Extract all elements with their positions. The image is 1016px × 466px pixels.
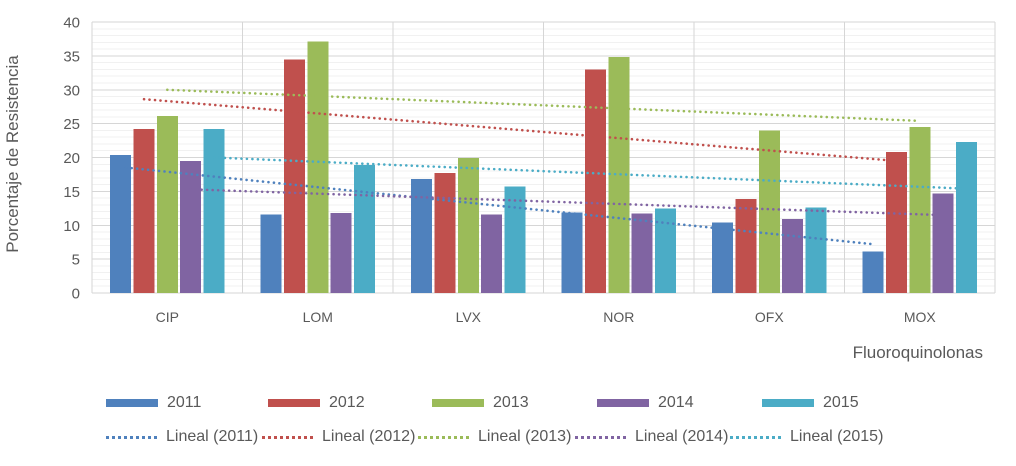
- bar-2013-OFX: [758, 130, 780, 293]
- legend-label: 2012: [329, 394, 365, 411]
- y-tick-label: 30: [63, 82, 80, 99]
- legend-item-Lineal2013: Lineal (2013): [418, 427, 571, 447]
- legend-label: Lineal (2014): [635, 428, 729, 445]
- trendline-Lineal2015: [212, 156, 968, 190]
- legend-swatch-2013: [432, 399, 484, 407]
- legend-label: 2015: [823, 394, 859, 411]
- legend-item-2014: 2014: [597, 393, 694, 413]
- legend-item-Lineal2012: Lineal (2012): [262, 427, 415, 447]
- bar-2011-LVX: [411, 179, 433, 293]
- legend-label: Lineal (2015): [790, 428, 884, 445]
- bar-2011-MOX: [862, 251, 884, 293]
- y-axis-tick-labels: 0 5 10 15 20 25 30 35 40: [63, 15, 80, 303]
- bar-2013-LOM: [307, 41, 329, 293]
- legend-item-Lineal2015: Lineal (2015): [730, 427, 883, 447]
- y-tick-label: 10: [63, 218, 80, 235]
- bar-2014-LVX: [481, 214, 502, 293]
- legend-swatch-2012: [268, 399, 320, 407]
- legend-label: Lineal (2013): [478, 428, 572, 445]
- bar-2014-LOM: [330, 213, 352, 293]
- bar-2014-OFX: [782, 219, 803, 293]
- y-tick-label: 20: [63, 150, 80, 167]
- bar-2012-LOM: [283, 59, 305, 293]
- bar-2013-LVX: [457, 158, 479, 293]
- legend-swatch-2011: [106, 399, 158, 407]
- legend-item-Lineal2014: Lineal (2014): [575, 427, 728, 447]
- bar-2011-LOM: [260, 214, 282, 293]
- bar-2015-NOR: [654, 208, 676, 293]
- legend-label: Lineal (2011): [166, 428, 259, 445]
- bar-2013-MOX: [909, 127, 931, 293]
- bars: [110, 41, 977, 294]
- y-tick-label: 25: [63, 116, 80, 133]
- x-category-label-NOR: NOR: [603, 309, 634, 325]
- legend-label: 2014: [658, 394, 694, 411]
- legend-dotted-line-swatch: [575, 435, 626, 439]
- x-category-label-LOM: LOM: [303, 309, 333, 325]
- bar-2015-LVX: [504, 186, 526, 293]
- bar-2014-CIP: [180, 160, 202, 293]
- bar-2011-NOR: [561, 212, 583, 293]
- legend-dotted-line-swatch: [730, 435, 781, 439]
- legend-swatch-2014: [597, 399, 649, 407]
- legend-item-Lineal2011: Lineal (2011): [106, 427, 258, 447]
- y-axis-title: Porcentaje de Resistencia: [3, 55, 22, 253]
- trendline-Lineal2011: [119, 165, 875, 246]
- legend-dotted-line-swatch: [418, 435, 469, 439]
- gridlines: [91, 21, 996, 294]
- legend-series-row: 2011 2012 2013 2014 2015: [0, 393, 1016, 413]
- legend-item-2011: 2011: [106, 393, 201, 413]
- legend-dotted-line-swatch: [262, 435, 313, 439]
- x-category-label-MOX: MOX: [904, 309, 937, 325]
- legend-label: 2013: [493, 394, 529, 411]
- legend-dotted-line-swatch: [106, 435, 157, 439]
- x-category-label-OFX: OFX: [755, 309, 784, 325]
- legend-trendlines-row: Lineal (2011) Lineal (2012) Lineal (2013) L…: [0, 427, 1016, 447]
- legend-label: 2011: [167, 394, 202, 411]
- bar-2012-OFX: [735, 198, 757, 293]
- legend-item-2015: 2015: [762, 393, 859, 413]
- bar-2012-NOR: [584, 69, 606, 294]
- bar-2015-LOM: [353, 165, 375, 293]
- trendline-Lineal2012: [142, 97, 898, 163]
- x-axis-title: Fluoroquinolonas: [852, 343, 983, 362]
- y-tick-label: 5: [72, 252, 80, 269]
- trendlines: [119, 88, 968, 246]
- bar-chart-plot: 0 5 10 15 20 25 30 35 40 CIP LOM LVX NOR OFX MOX: [63, 15, 996, 325]
- bar-2014-MOX: [932, 193, 954, 293]
- y-tick-label: 35: [63, 48, 80, 65]
- y-tick-label: 40: [63, 15, 80, 32]
- trendline-Lineal2013: [166, 88, 922, 123]
- x-category-label-LVX: LVX: [456, 309, 482, 325]
- legend-swatch-2015: [762, 399, 814, 407]
- bar-2012-CIP: [133, 129, 155, 293]
- bar-2012-MOX: [885, 152, 907, 293]
- bar-2013-NOR: [608, 57, 630, 294]
- bar-2011-CIP: [110, 154, 132, 293]
- legend-label: Lineal (2012): [322, 428, 416, 445]
- y-tick-label: 15: [63, 184, 80, 201]
- x-axis-category-labels: CIP LOM LVX NOR OFX MOX: [156, 309, 937, 325]
- trendline-Lineal2014: [189, 188, 945, 217]
- bar-2015-MOX: [955, 141, 977, 293]
- bar-2015-OFX: [805, 207, 827, 293]
- bar-2013-CIP: [156, 116, 178, 293]
- y-tick-label: 0: [72, 286, 80, 303]
- x-category-label-CIP: CIP: [156, 309, 179, 325]
- bar-2011-OFX: [712, 222, 734, 293]
- legend-item-2012: 2012: [268, 393, 365, 413]
- legend-item-2013: 2013: [432, 393, 529, 413]
- bar-2015-CIP: [203, 129, 225, 293]
- bar-2014-NOR: [631, 213, 653, 293]
- bar-2012-LVX: [434, 173, 456, 293]
